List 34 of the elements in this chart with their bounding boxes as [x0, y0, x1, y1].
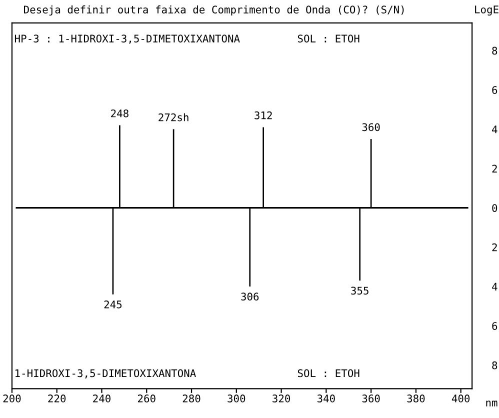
x-tick-label: 360	[362, 394, 380, 402]
x-tick-label: 380	[407, 394, 425, 402]
annotation: SOL : ETOH	[298, 34, 360, 42]
x-tick-label: 340	[317, 394, 335, 402]
y-tick-label: 4	[492, 282, 498, 290]
x-tick-label: 320	[272, 394, 290, 402]
y-axis-title: LogE	[475, 6, 498, 16]
annotation: 360	[362, 123, 380, 132]
annotation: 248	[111, 109, 128, 118]
x-tick-label: 280	[182, 394, 200, 402]
y-tick-label: 2	[492, 243, 497, 252]
y-tick-label: 6	[492, 322, 498, 330]
x-axis-title: nm	[486, 400, 498, 406]
annotation: 245	[104, 300, 122, 308]
x-tick-label: 400	[452, 394, 470, 402]
annotation: 355	[351, 286, 368, 295]
annotation: 306	[241, 292, 259, 301]
x-tick-label: 260	[138, 394, 156, 402]
y-tick-label: 6	[492, 86, 498, 94]
y-tick-label: 8	[492, 361, 498, 370]
annotation: 1-HIDROXI-3,5-DIMETOXIXANTONA	[16, 369, 196, 378]
annotation: 312	[254, 111, 272, 120]
y-tick-label: 4	[492, 126, 498, 134]
y-tick-label: 2	[492, 164, 497, 172]
x-tick-label: 300	[228, 394, 246, 402]
x-tick-label: 220	[48, 394, 66, 402]
chart-title: Deseja definir outra faixa de Comprimento de Onda (CO)? (S/N)	[24, 5, 404, 16]
x-tick-label: 200	[3, 394, 21, 402]
y-tick-label: 0	[492, 204, 498, 212]
annotation: SOL : ETOH	[298, 369, 360, 378]
y-tick-label: 8	[492, 46, 498, 55]
annotation: 272sh	[158, 113, 188, 122]
annotation: HP-3 : 1-HIDROXI-3,5-DIMETOXIXANTONA	[14, 34, 240, 44]
x-tick-label: 240	[93, 394, 110, 402]
